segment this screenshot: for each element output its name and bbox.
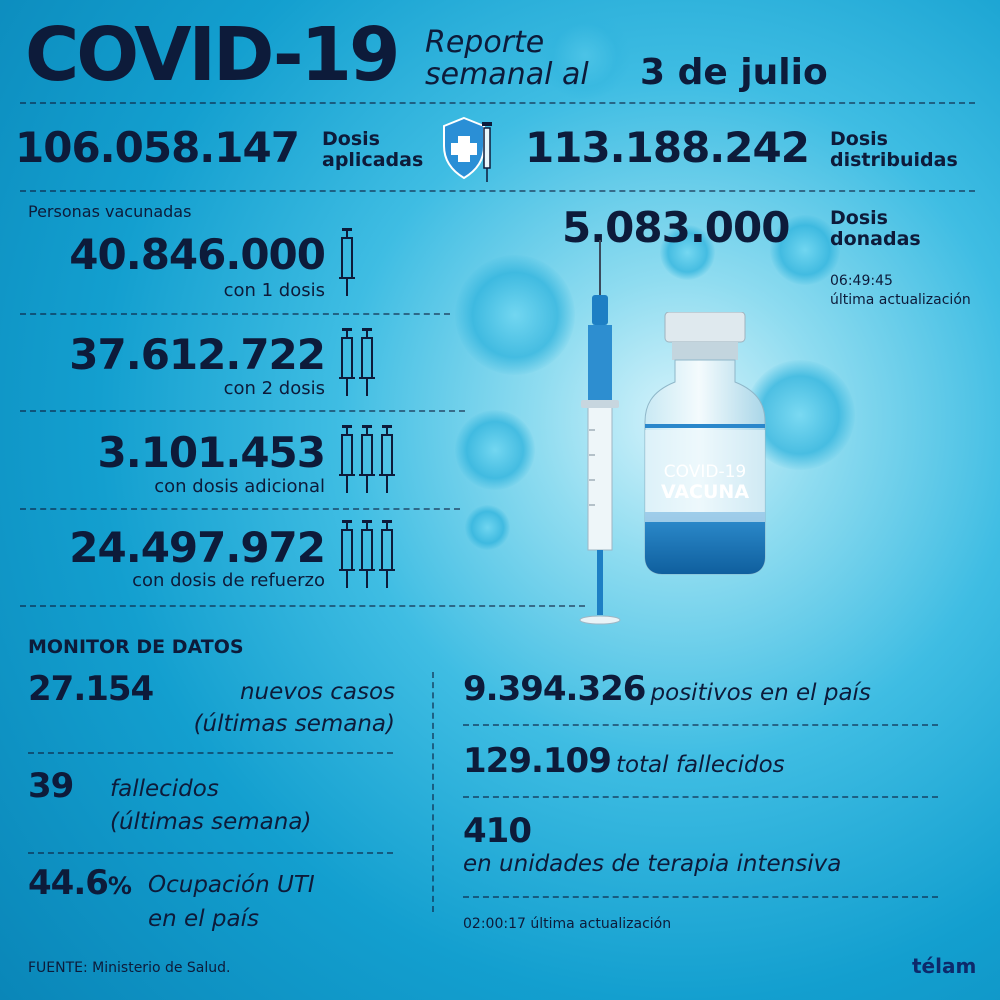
virus-decoration — [770, 215, 840, 285]
monitor-heading: MONITOR DE DATOS — [28, 636, 244, 658]
report-subtitle-line1: Reporte — [425, 25, 545, 60]
doses-update-label: última actualización — [830, 292, 971, 308]
new-cases-value: 27.154 — [28, 669, 154, 709]
total-deaths-value: 129.109 — [463, 741, 612, 781]
syringe-illustration — [575, 240, 625, 630]
positives-value: 9.394.326 — [463, 669, 646, 709]
report-date: 3 de julio — [640, 52, 828, 93]
vaccinated-label-1: con 1 dosis — [223, 280, 325, 301]
divider — [28, 752, 393, 754]
icu-patients-value: 410 — [463, 811, 532, 851]
divider — [20, 605, 585, 607]
virus-decoration — [455, 255, 575, 375]
new-cases-label-2: (últimas semana) — [193, 711, 395, 737]
vaccinated-value-1: 40.846.000 — [69, 230, 326, 279]
doses-donated-label-2: donadas — [830, 228, 921, 250]
syringe-icon — [338, 425, 398, 495]
deaths-week-label-2: (últimas semana) — [110, 809, 312, 835]
monitor-update: 02:00:17 última actualización — [463, 916, 671, 933]
vaccine-vial — [640, 311, 770, 577]
divider — [463, 896, 938, 898]
doses-donated-label-1: Dosis — [830, 207, 888, 229]
total-deaths-row: 129.109 total fallecidos — [463, 740, 785, 782]
deaths-week-label-1: fallecidos — [110, 776, 219, 802]
vaccinated-label-2: con 2 dosis — [223, 378, 325, 399]
report-subtitle-line2: semanal al — [425, 57, 589, 92]
vaccinated-value-3: 3.101.453 — [97, 428, 326, 477]
vial-label-line1: COVID-19 — [663, 462, 747, 482]
vaccinated-value-2: 37.612.722 — [69, 330, 326, 379]
doses-update-time: 06:49:45 — [830, 273, 893, 289]
new-cases-label-1: nuevos casos — [239, 679, 395, 705]
divider — [20, 102, 975, 104]
virus-decoration — [455, 410, 535, 490]
syringe-icon — [338, 520, 398, 590]
positives-row: 9.394.326 positivos en el país — [463, 668, 871, 710]
doses-distributed-label-2: distribuidas — [830, 149, 958, 171]
icu-patients-label: en unidades de terapia intensiva — [463, 851, 842, 877]
doses-distributed-label-1: Dosis — [830, 128, 888, 150]
monitor-update-label: última actualización — [530, 916, 672, 932]
doses-distributed-value: 113.188.242 — [525, 123, 810, 172]
monitor-update-time: 02:00:17 — [463, 916, 526, 932]
vaccinated-label-3: con dosis adicional — [154, 476, 325, 497]
icu-occupancy-label-1: Ocupación UTI — [148, 872, 315, 898]
virus-decoration — [465, 505, 510, 550]
divider — [20, 508, 460, 510]
positives-label: positivos en el país — [650, 680, 871, 706]
vaccinated-heading: Personas vacunadas — [28, 202, 192, 221]
divider — [20, 313, 450, 315]
syringe-icon — [338, 228, 356, 298]
doses-applied-label-2: aplicadas — [322, 149, 424, 171]
total-deaths-label: total fallecidos — [615, 752, 785, 778]
telam-logo: télam — [912, 954, 977, 978]
virus-decoration — [540, 10, 630, 100]
divider — [463, 724, 938, 726]
vaccinated-label-4: con dosis de refuerzo — [132, 570, 325, 591]
divider — [20, 410, 465, 412]
shield-plus-syringe-icon — [440, 112, 500, 184]
source-note: FUENTE: Ministerio de Salud. — [28, 960, 231, 976]
icu-occupancy-unit: % — [107, 872, 132, 900]
icu-occupancy-label-2: en el país — [148, 906, 259, 932]
divider — [20, 190, 975, 192]
doses-applied-label-1: Dosis — [322, 128, 380, 150]
vertical-divider — [432, 672, 434, 912]
doses-applied-value: 106.058.147 — [15, 123, 300, 172]
syringe-icon — [338, 328, 378, 398]
deaths-week-value: 39 — [28, 766, 74, 806]
divider — [28, 852, 393, 854]
virus-decoration — [660, 225, 715, 280]
page-title: COVID-19 — [25, 12, 401, 98]
vaccinated-value-4: 24.497.972 — [69, 523, 326, 572]
icu-occupancy-value: 44.6% — [28, 862, 132, 907]
vial-label-line2: VACUNA — [660, 481, 750, 503]
icu-occupancy-number: 44.6 — [28, 863, 109, 903]
divider — [463, 796, 938, 798]
